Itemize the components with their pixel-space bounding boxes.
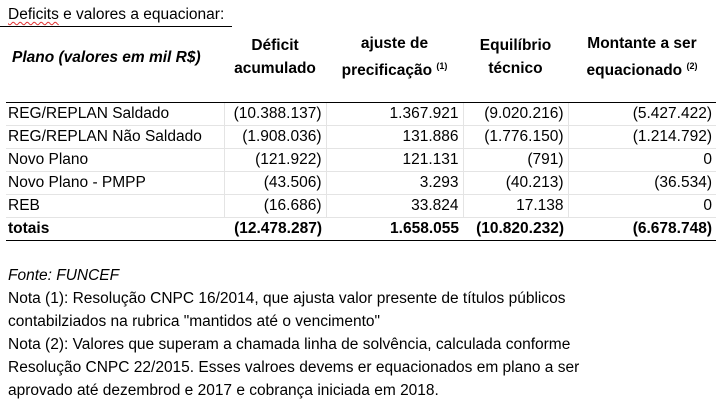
header-ajuste-footnote: (1) [436, 61, 448, 71]
note-1-line-1: Nota (1): Resolução CNPC 16/2014, que aj… [8, 290, 566, 307]
header-montante: Montante a ser equacionado (2) [568, 32, 716, 82]
header-ajuste: ajuste de precificação (1) [326, 32, 463, 82]
header-montante-footnote: (2) [686, 61, 698, 71]
header-ajuste-line1: ajuste de [360, 35, 429, 52]
header-deficit-line2: acumulado [234, 60, 316, 77]
cell-montante: (36.534) [567, 171, 716, 195]
cell-total-deficit: (12.478.287) [224, 217, 326, 241]
cell-plano: REG/REPLAN Não Saldado [6, 125, 224, 149]
table-notes: Fonte: FUNCEF Nota (1): Resolução CNPC 1… [8, 264, 713, 402]
cell-ajuste: 3.293 [325, 171, 463, 195]
note-2-line-1: Nota (2): Valores que superam a chamada … [8, 336, 571, 353]
note-2-line-3: aprovado até dezembrod e 2017 e cobrança… [8, 382, 439, 399]
table-row: REG/REPLAN Saldado (10.388.137) 1.367.92… [6, 102, 716, 126]
table-row: Novo Plano (121.922) 121.131 (791) 0 [6, 148, 716, 172]
header-plano: Plano (valores em mil R$) [12, 48, 201, 66]
cell-plano: Novo Plano - PMPP [6, 171, 224, 195]
cell-deficit: (16.686) [223, 194, 326, 218]
cell-montante: (1.214.792) [567, 125, 716, 149]
header-deficit-line1: Déficit [251, 37, 299, 54]
cell-deficit: (43.506) [223, 171, 326, 195]
header-spacer-row [6, 82, 716, 103]
caption-text: e valores a equacionar: [58, 6, 225, 23]
deficit-table: Plano (valores em mil R$) Déficit acumula… [6, 32, 716, 241]
cell-total-montante: (6.678.748) [568, 217, 716, 241]
cell-plano: REG/REPLAN Saldado [6, 102, 224, 126]
cell-plano: Novo Plano [6, 148, 224, 172]
note-2-line-2: Resolução CNPC 22/2015. Esses valroes de… [8, 359, 580, 376]
note-1-line-2: contabilziados na rubrica "mantidos até … [8, 313, 381, 330]
cell-ajuste: 1.367.921 [325, 102, 463, 126]
cell-deficit: (1.908.036) [223, 125, 326, 149]
table-header-row: Plano (valores em mil R$) Déficit acumula… [6, 32, 716, 82]
header-equilibrio-line2: técnico [488, 60, 543, 77]
header-ajuste-line2: precificação [341, 62, 433, 79]
cell-equilibrio: (9.020.216) [462, 102, 568, 126]
cell-plano: REB [6, 194, 224, 218]
cell-montante: (5.427.422) [567, 102, 716, 126]
cell-equilibrio: 17.138 [462, 194, 568, 218]
cell-montante: 0 [567, 148, 716, 172]
header-deficit: Déficit acumulado [224, 32, 326, 82]
header-equilibrio-line1: Equilíbrio [479, 37, 552, 54]
source-note: Fonte: FUNCEF [8, 267, 120, 284]
cell-equilibrio: (791) [462, 148, 568, 172]
table-row: Novo Plano - PMPP (43.506) 3.293 (40.213… [6, 171, 716, 195]
header-equilibrio: Equilíbrio técnico [463, 32, 568, 82]
table-row: REB (16.686) 33.824 17.138 0 [6, 194, 716, 218]
header-montante-line2: equacionado [586, 62, 683, 79]
cell-equilibrio: (40.213) [462, 171, 568, 195]
table-caption: Deficits e valores a equacionar: [8, 4, 224, 26]
cell-total-ajuste: 1.658.055 [326, 217, 463, 241]
cell-total-label: totais [6, 217, 224, 241]
header-montante-line1: Montante a ser [587, 35, 697, 52]
cell-ajuste: 121.131 [325, 148, 463, 172]
cell-equilibrio: (1.776.150) [462, 125, 568, 149]
cell-montante: 0 [567, 194, 716, 218]
cell-deficit: (121.922) [223, 148, 326, 172]
cell-total-equilibrio: (10.820.232) [463, 217, 568, 241]
caption-underline [0, 26, 232, 27]
cell-deficit: (10.388.137) [223, 102, 326, 126]
cell-ajuste: 131.886 [325, 125, 463, 149]
cell-ajuste: 33.824 [325, 194, 463, 218]
table-row: REG/REPLAN Não Saldado (1.908.036) 131.8… [6, 125, 716, 149]
totals-row: totais (12.478.287) 1.658.055 (10.820.23… [6, 217, 716, 241]
caption-misspelled-word: Deficits [8, 6, 59, 23]
